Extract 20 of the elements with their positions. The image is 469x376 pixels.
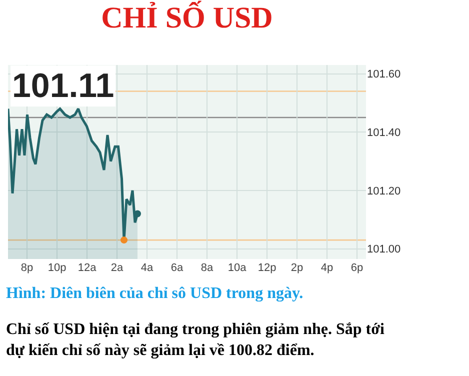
x-tick-label: 6a bbox=[170, 262, 184, 274]
x-tick-label: 6p bbox=[350, 262, 364, 274]
annotation: 101.11 bbox=[12, 67, 114, 105]
text: Chỉ số USD hiện tại đang trong phiên giảm nhẹ. Sắp tới dự kiến chỉ số này sẽ giảm lại về 100.82 điểm. bbox=[6, 321, 385, 359]
x-tick-label: 12a bbox=[78, 262, 98, 274]
x-tick-label: 8a bbox=[200, 262, 214, 274]
x-tick-label: 10p bbox=[48, 262, 66, 274]
chart-title: CHỈ SỐ USD bbox=[101, 0, 273, 34]
x-tick-label: 8p bbox=[20, 262, 34, 274]
x-tick-label: 2p bbox=[290, 262, 304, 274]
x-tick-label: 4a bbox=[140, 262, 154, 274]
y-tick-label: 101.00 bbox=[367, 244, 401, 256]
y-tick-label: 101.60 bbox=[367, 68, 401, 81]
x-tick-label: 12p bbox=[258, 262, 276, 274]
x-tick-label: 10a bbox=[228, 262, 248, 274]
y-tick-label: 101.40 bbox=[367, 126, 401, 139]
x-tick-label: 2a bbox=[110, 262, 124, 274]
text: Hình: Diên biên của chỉ sô USD trong ngày. bbox=[6, 285, 304, 302]
x-tick-label: 4p bbox=[320, 262, 334, 274]
y-tick-label: 101.20 bbox=[367, 185, 401, 198]
